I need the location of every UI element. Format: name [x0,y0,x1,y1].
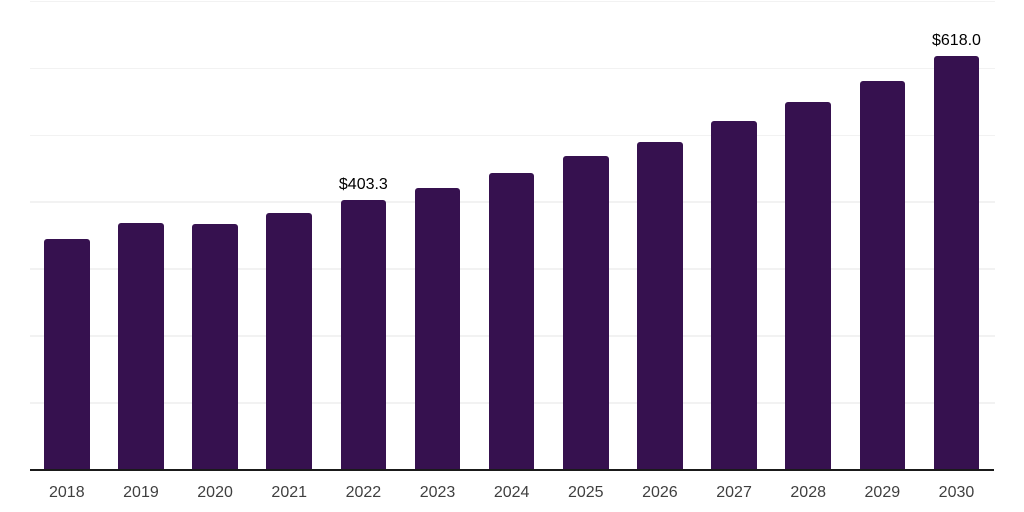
x-axis-line [30,469,994,471]
x-tick-label-2027: 2027 [716,484,752,501]
bar-2029 [859,80,906,470]
bar-2028 [785,101,831,470]
bar-2021 [266,212,312,470]
bar-2023 [414,187,461,470]
bar-2018 [44,239,90,470]
x-tick-label-2024: 2024 [493,484,530,501]
bar-value-label-2030: $618.0 [932,32,981,50]
bar-2030 [933,56,980,470]
bar-2026 [637,141,683,470]
x-tick-label-2023: 2023 [419,484,456,501]
x-tick-label-2022: 2022 [345,484,382,501]
x-tick-label-2020: 2020 [197,484,233,501]
x-tick-label-2028: 2028 [790,484,826,501]
x-tick-label-2021: 2021 [271,484,308,501]
bar-2024 [488,172,535,470]
x-tick-label-2026: 2026 [642,484,678,501]
x-tick-label-2019: 2019 [123,484,159,501]
x-tick-label-2018: 2018 [49,484,85,501]
gridline-500 [30,134,995,136]
gridline-700 [30,0,995,3]
x-tick-label-2029: 2029 [864,484,901,501]
bar-2025 [563,156,609,470]
x-tick-label-2030: 2030 [938,484,975,501]
bar-2027 [711,121,757,470]
gridline-600 [30,67,995,70]
x-tick-label-2025: 2025 [567,484,604,501]
bar-value-label-2022: $403.3 [338,175,388,193]
bar-2019 [118,223,164,470]
bar-2022 [340,199,387,470]
bar-2020 [192,224,238,470]
